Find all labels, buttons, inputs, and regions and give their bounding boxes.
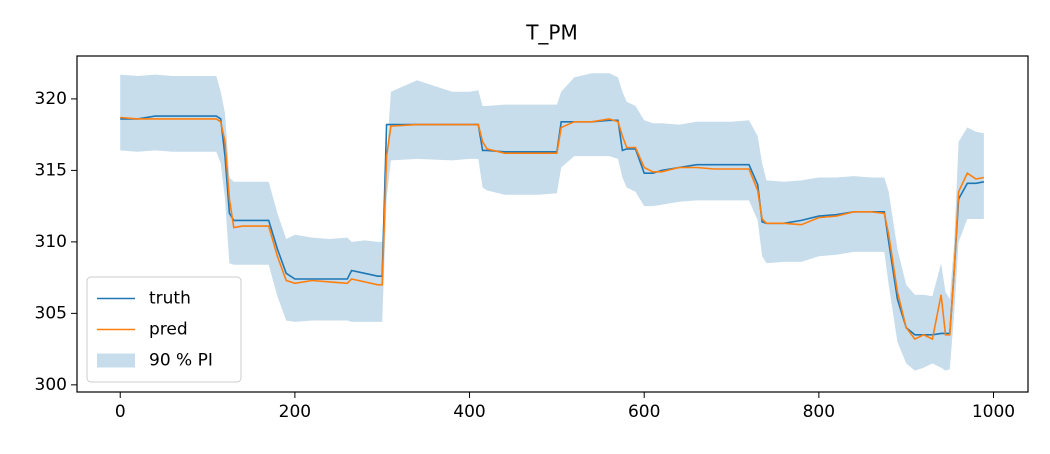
x-tick-label: 1000 [972,402,1015,422]
prediction-interval [120,73,984,371]
y-tick-label: 305 [35,303,67,323]
y-tick-label: 320 [35,89,67,109]
legend-label: truth [149,289,191,309]
chart-title: T_PM [525,21,578,45]
y-tick-label: 300 [35,375,67,395]
x-tick-label: 0 [115,402,126,422]
x-tick-label: 200 [279,402,311,422]
series-line [120,116,985,341]
x-tick-label: 800 [803,402,835,422]
legend-swatch [97,353,135,368]
x-tick-label: 400 [453,402,485,422]
legend-label: pred [149,320,188,340]
plot-frame [76,55,1029,393]
x-tick-label: 600 [628,402,660,422]
y-tick-label: 315 [35,160,67,180]
y-tick-label: 310 [35,232,67,252]
legend-box [86,276,242,383]
legend-label: 90 % PI [149,351,213,371]
